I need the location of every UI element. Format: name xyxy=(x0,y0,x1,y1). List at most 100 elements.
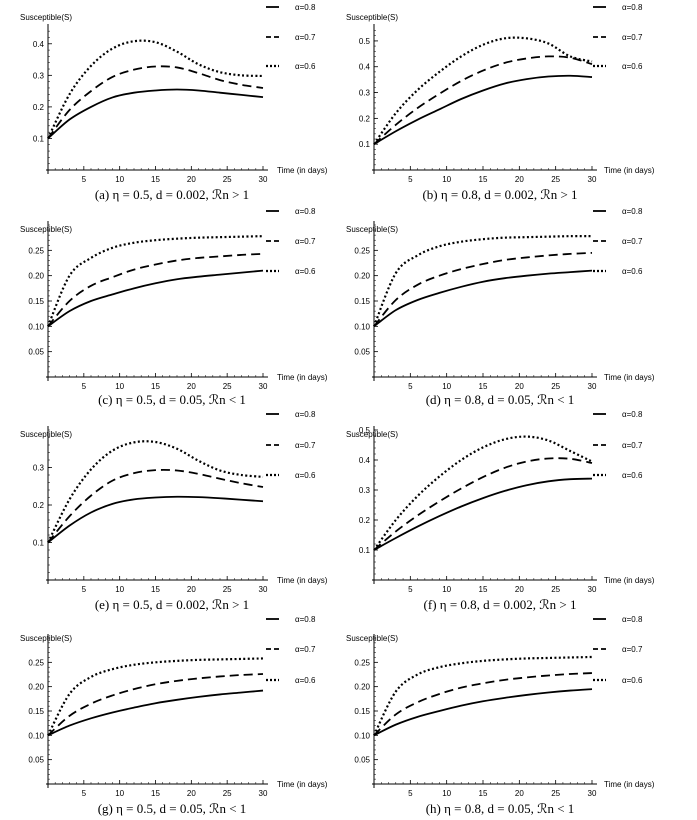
series-line-dashed xyxy=(373,55,593,145)
x-tick-label: 25 xyxy=(223,585,232,594)
x-tick-label: 10 xyxy=(442,175,451,184)
x-tick-label: 25 xyxy=(551,789,560,798)
legend-label: α=0.7 xyxy=(622,441,643,450)
chart-panel-g: Susceptible(S) Time (in days) 0.05 0.10 0.15… xyxy=(20,615,328,816)
y-tick-label: 0.1 xyxy=(33,134,45,143)
x-tick-label: 25 xyxy=(551,175,560,184)
series-line-dashed xyxy=(47,252,264,327)
x-axis-label: Time (in days) xyxy=(277,780,328,789)
y-tick-label: 0.2 xyxy=(359,114,371,123)
chart-panel-f: Susceptible(S) Time (in days) 0.1 0.2 0.3 0.4… xyxy=(346,410,655,612)
legend-label: α=0.8 xyxy=(295,207,316,216)
legend-label: α=0.7 xyxy=(295,33,316,42)
x-tick-label: 20 xyxy=(515,789,524,798)
x-tick-label: 20 xyxy=(187,585,196,594)
x-tick-label: 10 xyxy=(115,382,124,391)
panel-caption: (g) η = 0.5, d = 0.05, ℛn < 1 xyxy=(98,801,247,816)
chart-panel-a: Susceptible(S) Time (in days) 0.1 0.2 0.3 0.4… xyxy=(20,3,328,202)
y-axis-label: Susceptible(S) xyxy=(20,225,72,234)
x-tick-label: 15 xyxy=(479,789,488,798)
panel-caption: (c) η = 0.5, d = 0.05, ℛn < 1 xyxy=(98,392,246,407)
x-tick-label: 10 xyxy=(442,382,451,391)
x-tick-label: 30 xyxy=(588,175,597,184)
legend-label: α=0.6 xyxy=(295,62,316,71)
legend-label: α=0.7 xyxy=(622,645,643,654)
x-tick-label: 10 xyxy=(442,585,451,594)
y-tick-label: 0.05 xyxy=(28,756,44,765)
chart-panel-e: Susceptible(S) Time (in days) 0.1 0.2 0.3 5 10… xyxy=(20,410,328,612)
x-tick-label: 30 xyxy=(588,789,597,798)
y-tick-label: 0.2 xyxy=(33,103,45,112)
y-tick-label: 0.20 xyxy=(28,272,44,281)
y-tick-label: 0.5 xyxy=(359,426,371,435)
series-line-solid xyxy=(47,495,264,544)
y-axis-label: Susceptible(S) xyxy=(20,430,72,439)
x-tick-label: 5 xyxy=(408,382,413,391)
x-tick-label: 20 xyxy=(515,382,524,391)
x-tick-label: 30 xyxy=(588,382,597,391)
y-tick-label: 0.1 xyxy=(359,546,371,555)
x-tick-label: 25 xyxy=(223,382,232,391)
series-line-dashed xyxy=(47,673,264,736)
y-axis-label: Susceptible(S) xyxy=(346,430,398,439)
x-tick-label: 5 xyxy=(82,585,87,594)
x-axis-label: Time (in days) xyxy=(277,373,328,382)
series-line-dotted xyxy=(47,39,264,139)
x-tick-label: 30 xyxy=(259,175,268,184)
series-line-dashed xyxy=(373,251,593,327)
y-tick-label: 0.05 xyxy=(28,348,44,357)
series-line-dotted xyxy=(46,235,264,327)
series-line-solid xyxy=(373,477,593,551)
y-tick-label: 0.25 xyxy=(28,246,44,255)
y-tick-label: 0.4 xyxy=(359,63,371,72)
x-tick-label: 25 xyxy=(551,382,560,391)
y-tick-label: 0.25 xyxy=(354,246,370,255)
y-tick-label: 0.1 xyxy=(33,539,45,548)
x-tick-label: 15 xyxy=(151,789,160,798)
legend-label: α=0.8 xyxy=(622,410,643,419)
y-tick-label: 0.15 xyxy=(354,707,370,716)
x-tick-label: 10 xyxy=(115,175,124,184)
y-tick-label: 0.20 xyxy=(354,272,370,281)
legend-label: α=0.8 xyxy=(295,410,316,419)
y-axis-label: Susceptible(S) xyxy=(346,634,398,643)
panel-caption: (d) η = 0.8, d = 0.05, ℛn < 1 xyxy=(426,392,575,407)
x-tick-label: 5 xyxy=(408,175,413,184)
y-tick-label: 0.10 xyxy=(354,322,370,331)
y-tick-label: 0.05 xyxy=(354,756,370,765)
x-tick-label: 20 xyxy=(187,175,196,184)
y-axis-label: Susceptible(S) xyxy=(346,13,398,22)
y-tick-label: 0.10 xyxy=(28,322,44,331)
y-tick-label: 0.4 xyxy=(33,40,45,49)
legend-label: α=0.6 xyxy=(295,471,316,480)
y-tick-label: 0.2 xyxy=(359,516,371,525)
x-axis-label: Time (in days) xyxy=(277,166,328,175)
legend-label: α=0.6 xyxy=(295,676,316,685)
x-tick-label: 10 xyxy=(115,789,124,798)
x-tick-label: 30 xyxy=(259,382,268,391)
y-tick-label: 0.10 xyxy=(28,731,44,740)
series-line-dotted xyxy=(47,440,264,543)
x-tick-label: 15 xyxy=(479,585,488,594)
x-tick-label: 15 xyxy=(151,585,160,594)
series-line-dashed xyxy=(47,468,264,544)
x-tick-label: 20 xyxy=(187,382,196,391)
y-tick-label: 0.20 xyxy=(354,683,370,692)
y-tick-label: 0.15 xyxy=(354,297,370,306)
chart-panel-d: Susceptible(S) Time (in days) 0.05 0.10 0.15… xyxy=(346,207,655,407)
series-line-dashed xyxy=(373,457,593,551)
x-axis-label: Time (in days) xyxy=(277,576,328,585)
legend-label: α=0.8 xyxy=(622,3,643,12)
x-tick-label: 30 xyxy=(588,585,597,594)
y-axis-label: Susceptible(S) xyxy=(20,634,72,643)
legend-label: α=0.6 xyxy=(622,676,643,685)
legend-label: α=0.8 xyxy=(622,207,643,216)
y-axis-label: Susceptible(S) xyxy=(20,13,72,22)
x-tick-label: 25 xyxy=(223,175,232,184)
chart-panel-h: Susceptible(S) Time (in days) 0.05 0.10 0.15… xyxy=(346,615,655,816)
y-tick-label: 0.15 xyxy=(28,297,44,306)
x-tick-label: 15 xyxy=(479,175,488,184)
legend-label: α=0.7 xyxy=(622,237,643,246)
legend-label: α=0.7 xyxy=(295,645,316,654)
